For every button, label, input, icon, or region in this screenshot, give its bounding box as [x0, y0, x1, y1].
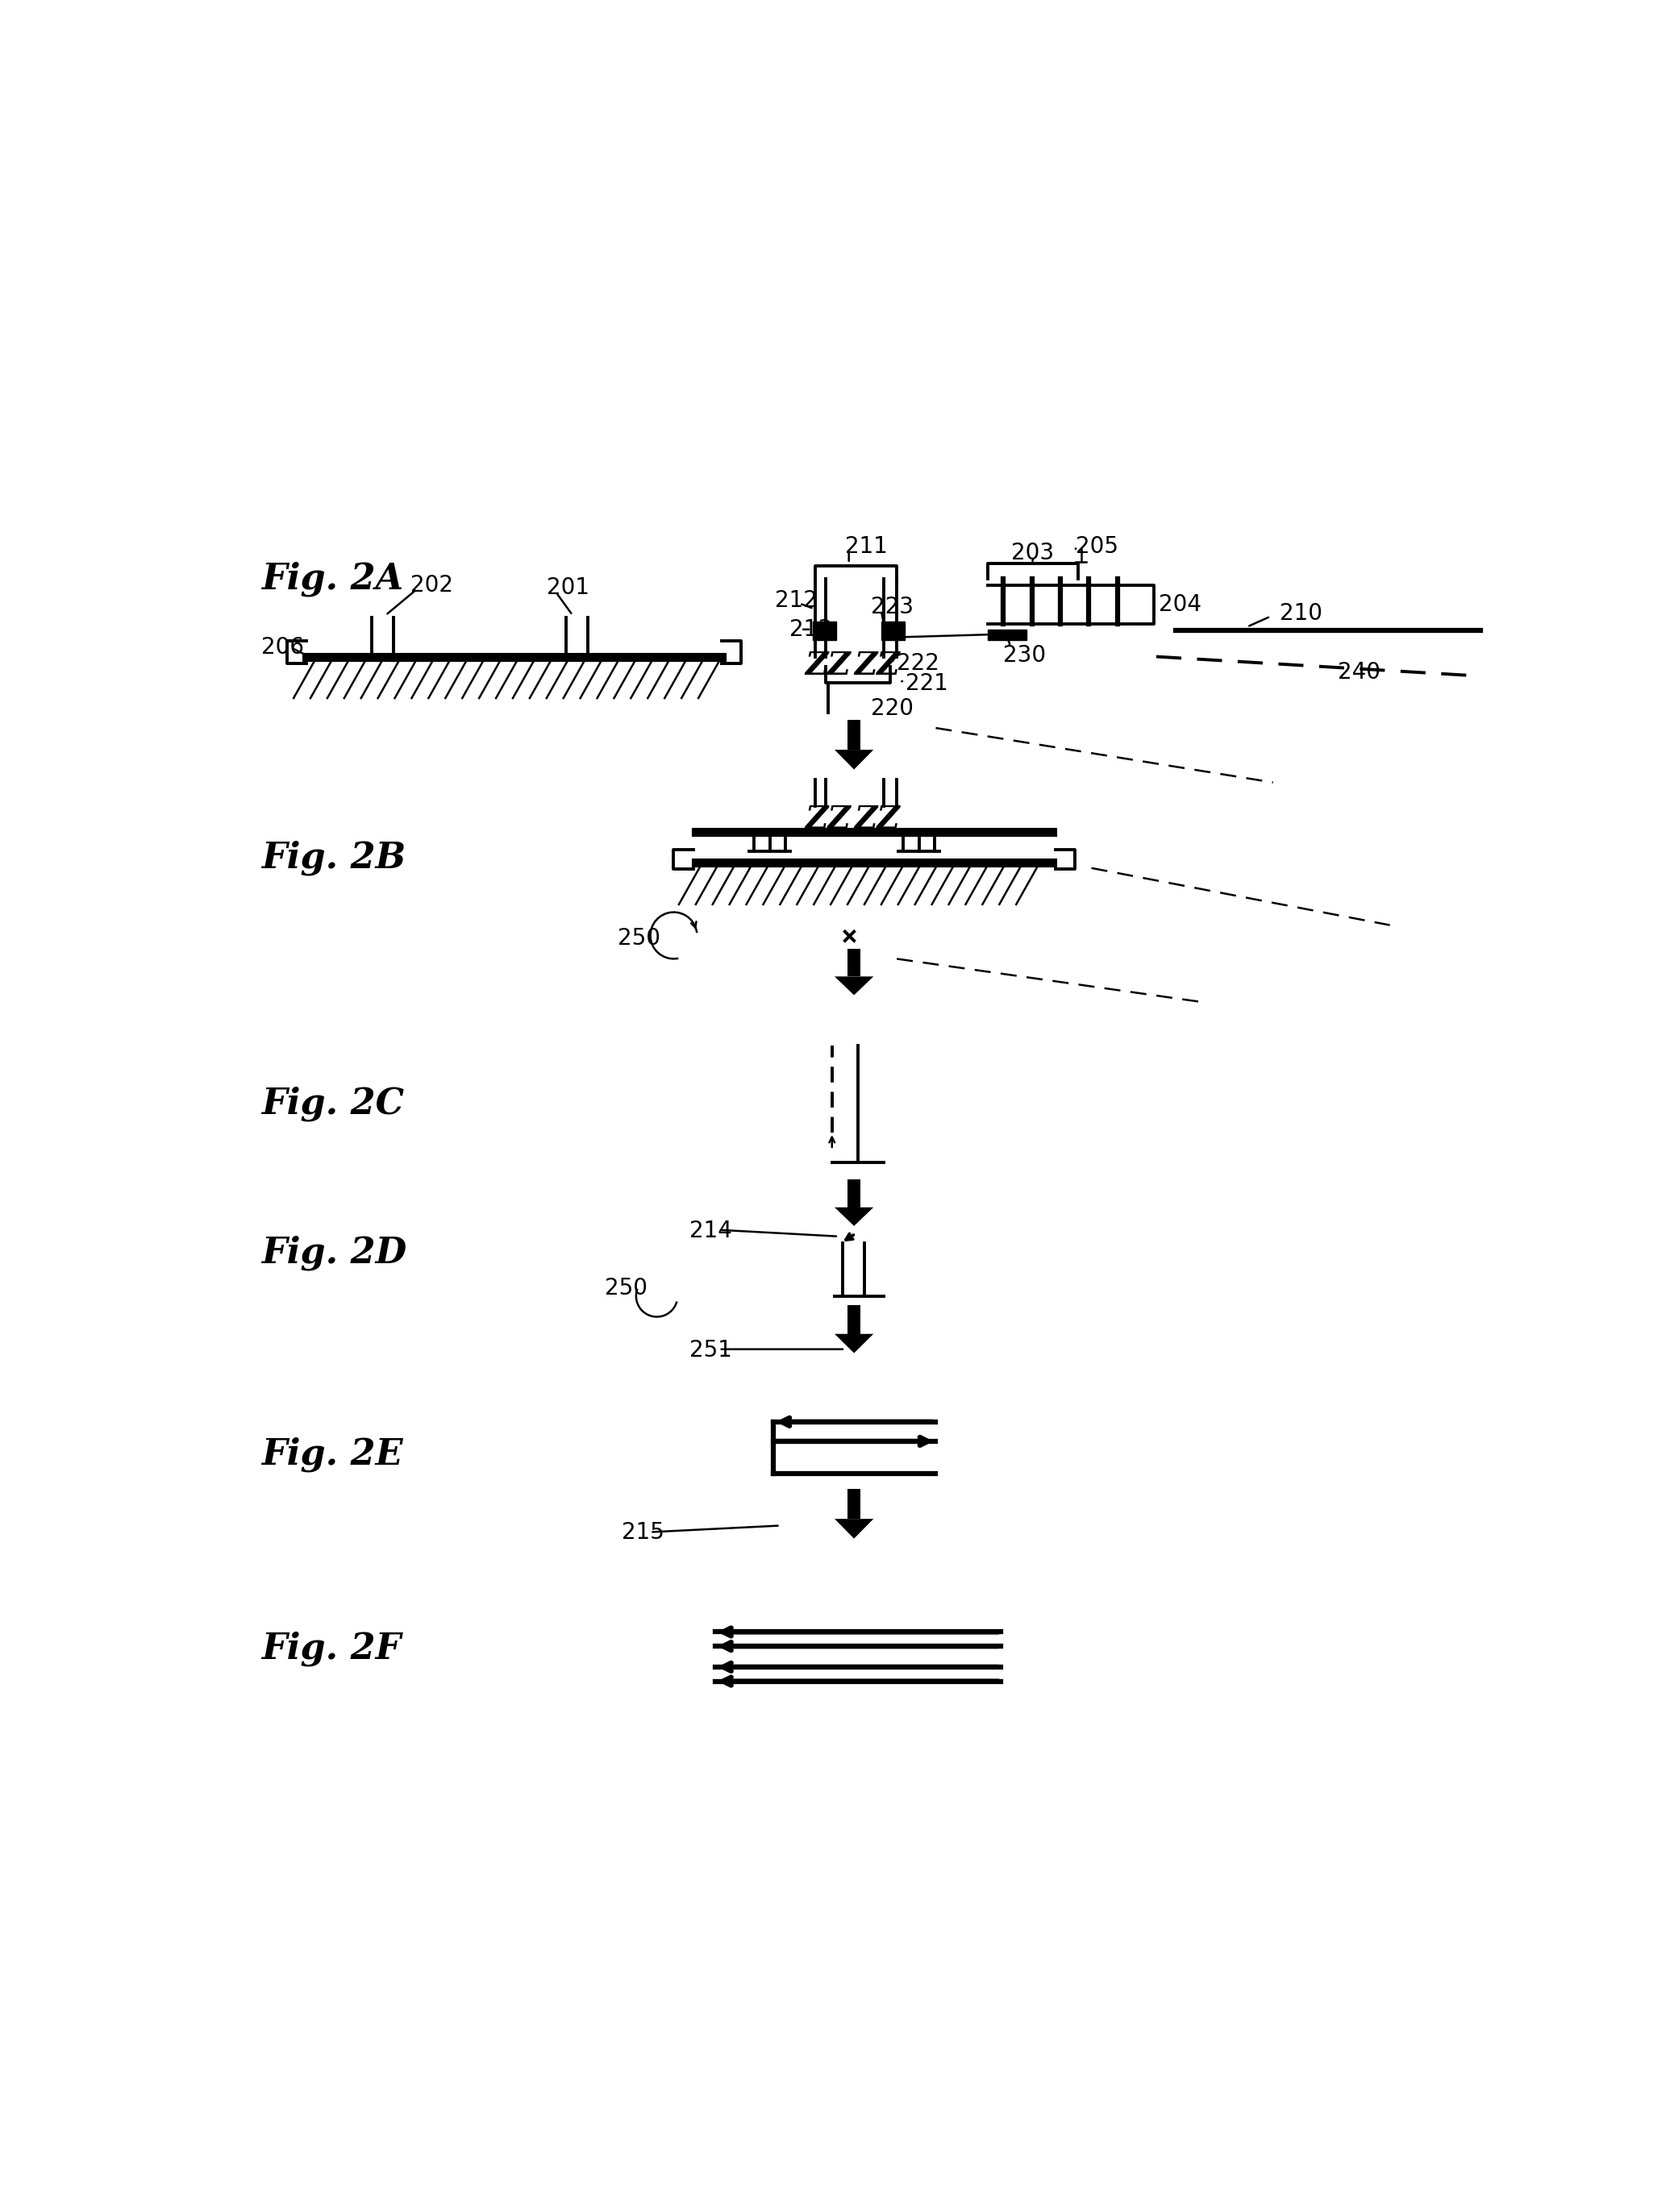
Text: ZZ: ZZ — [805, 805, 850, 836]
Text: 211: 211 — [845, 535, 887, 557]
Text: Fig. 2E: Fig. 2E — [261, 1438, 403, 1471]
Bar — [988, 630, 1026, 639]
Text: 210: 210 — [1279, 602, 1322, 626]
Text: 250: 250 — [604, 1276, 648, 1298]
Text: Fig. 2D: Fig. 2D — [261, 1237, 407, 1270]
Text: 250: 250 — [618, 927, 661, 949]
Text: 201: 201 — [546, 577, 589, 599]
Polygon shape — [835, 1334, 874, 1354]
Polygon shape — [847, 1305, 860, 1334]
Text: 213: 213 — [788, 617, 832, 641]
Text: Fig. 2B: Fig. 2B — [261, 841, 405, 876]
Polygon shape — [835, 975, 874, 995]
Text: 223: 223 — [870, 595, 914, 619]
Polygon shape — [847, 1179, 860, 1208]
Text: 215: 215 — [621, 1522, 665, 1544]
Bar — [812, 622, 835, 639]
Polygon shape — [835, 750, 874, 770]
Text: 220: 220 — [870, 697, 914, 719]
Text: 204: 204 — [1158, 593, 1202, 617]
Polygon shape — [835, 1208, 874, 1225]
Text: 202: 202 — [410, 575, 454, 597]
Text: 240: 240 — [1338, 661, 1381, 684]
Text: 221: 221 — [906, 672, 949, 695]
Text: 205: 205 — [1076, 535, 1118, 557]
Text: 212: 212 — [775, 591, 817, 613]
Text: 230: 230 — [1003, 644, 1046, 666]
Text: 206: 206 — [261, 637, 305, 659]
Bar — [881, 622, 904, 639]
Text: ZZ: ZZ — [854, 805, 901, 836]
Text: Fig. 2F: Fig. 2F — [261, 1630, 400, 1666]
Polygon shape — [847, 1489, 860, 1520]
Text: Fig. 2A: Fig. 2A — [261, 562, 403, 597]
Text: 214: 214 — [690, 1219, 732, 1243]
Polygon shape — [847, 949, 860, 975]
Text: Fig. 2C: Fig. 2C — [261, 1086, 403, 1121]
Text: ZZ: ZZ — [805, 650, 850, 681]
Text: ZZ: ZZ — [854, 650, 901, 681]
Polygon shape — [835, 1520, 874, 1540]
Polygon shape — [847, 721, 860, 750]
Text: 203: 203 — [1011, 542, 1055, 564]
Text: 222: 222 — [897, 653, 939, 675]
Text: 251: 251 — [690, 1338, 732, 1363]
